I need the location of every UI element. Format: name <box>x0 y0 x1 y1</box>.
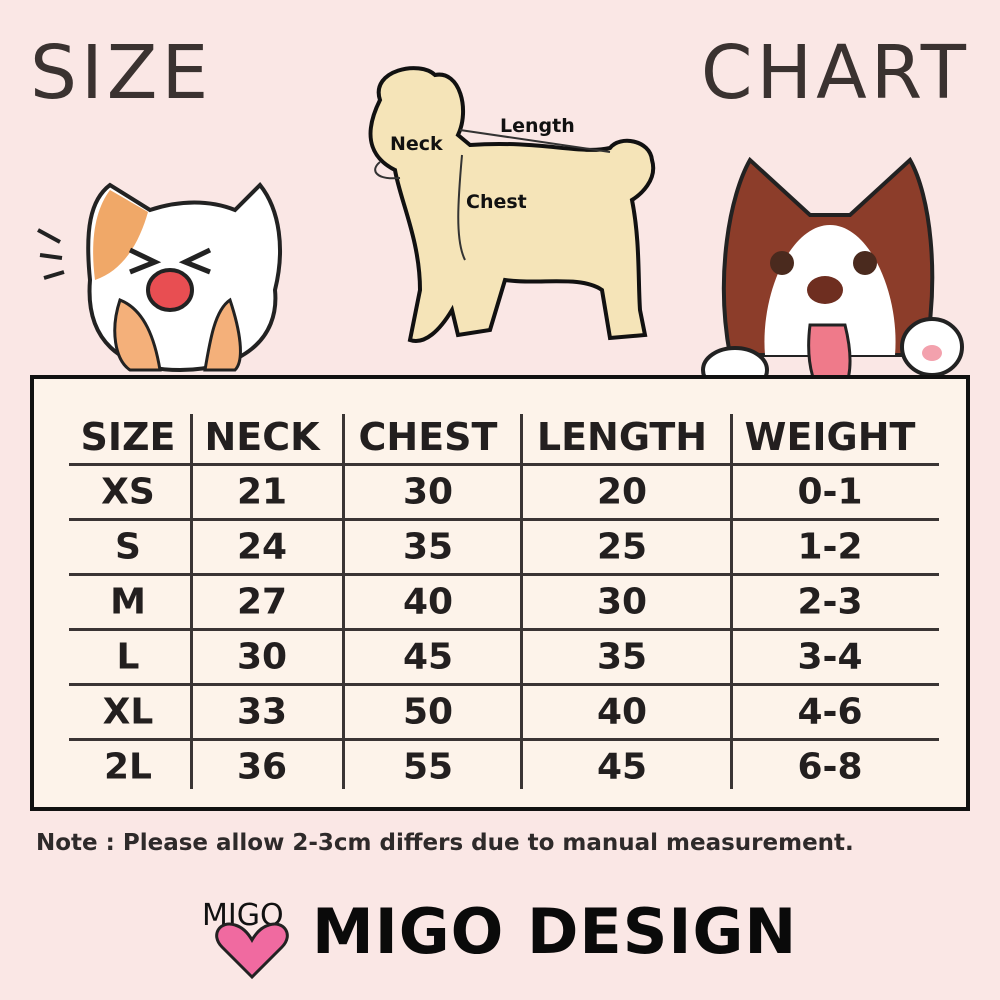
brand-name: MIGO DESIGN <box>312 895 798 968</box>
table-cell-weight: 2-3 <box>797 581 863 623</box>
title-chart: CHART <box>700 30 970 116</box>
table-cell-weight: 0-1 <box>797 471 863 513</box>
table-cell-chest: 50 <box>402 691 454 733</box>
column-header-weight: WEIGHT <box>744 415 916 459</box>
measurement-note: Note : Please allow 2-3cm differs due to… <box>36 830 854 856</box>
column-divider <box>520 414 523 789</box>
column-header-neck: NECK <box>204 415 320 459</box>
table-cell-chest: 40 <box>402 581 454 623</box>
table-cell-size: S <box>115 526 141 568</box>
cat-illustration <box>37 182 282 373</box>
label-chest: Chest <box>466 191 527 213</box>
table-cell-length: 30 <box>596 581 648 623</box>
table-cell-weight: 1-2 <box>797 526 863 568</box>
row-divider <box>69 463 939 466</box>
table-cell-chest: 55 <box>402 746 454 788</box>
table-cell-neck: 30 <box>236 636 288 678</box>
table-cell-weight: 4-6 <box>797 691 863 733</box>
table-cell-chest: 45 <box>402 636 454 678</box>
chest-measure-line <box>457 154 466 261</box>
heart-icon <box>215 922 289 980</box>
label-neck: Neck <box>390 133 443 155</box>
table-cell-length: 40 <box>596 691 648 733</box>
table-cell-length: 45 <box>596 746 648 788</box>
row-divider <box>69 628 939 631</box>
dog-measurement-diagram: Neck Length Chest <box>368 66 656 343</box>
label-length: Length <box>500 115 575 137</box>
table-cell-size: XS <box>101 471 155 513</box>
neck-measure-line <box>374 161 401 180</box>
table-cell-chest: 35 <box>402 526 454 568</box>
size-table: SIZE NECK CHEST LENGTH WEIGHT XS 21 30 20 0-1 S 24 3… <box>30 375 970 811</box>
row-divider <box>69 738 939 741</box>
table-cell-size: XL <box>102 691 154 733</box>
length-measure-line <box>459 129 611 153</box>
row-divider <box>69 683 939 686</box>
migo-logo: MIGO <box>202 898 289 980</box>
dog-silhouette <box>368 66 656 343</box>
table-cell-size: M <box>110 581 146 623</box>
table-cell-length: 35 <box>596 636 648 678</box>
table-cell-length: 25 <box>596 526 648 568</box>
row-divider <box>69 573 939 576</box>
table-cell-neck: 21 <box>236 471 288 513</box>
column-header-chest: CHEST <box>358 415 498 459</box>
table-cell-neck: 33 <box>236 691 288 733</box>
table-cell-weight: 3-4 <box>797 636 863 678</box>
row-divider <box>69 518 939 521</box>
column-divider <box>190 414 193 789</box>
column-divider <box>342 414 345 789</box>
table-cell-neck: 36 <box>236 746 288 788</box>
table-cell-size: L <box>116 636 140 678</box>
table-cell-weight: 6-8 <box>797 746 863 788</box>
table-cell-chest: 30 <box>402 471 454 513</box>
husky-illustration <box>701 156 964 402</box>
table-cell-size: 2L <box>104 746 152 788</box>
column-divider <box>730 414 733 789</box>
column-header-size: SIZE <box>80 415 176 459</box>
column-header-length: LENGTH <box>536 415 708 459</box>
table-cell-length: 20 <box>596 471 648 513</box>
table-cell-neck: 27 <box>236 581 288 623</box>
table-cell-neck: 24 <box>236 526 288 568</box>
title-size: SIZE <box>30 30 213 116</box>
